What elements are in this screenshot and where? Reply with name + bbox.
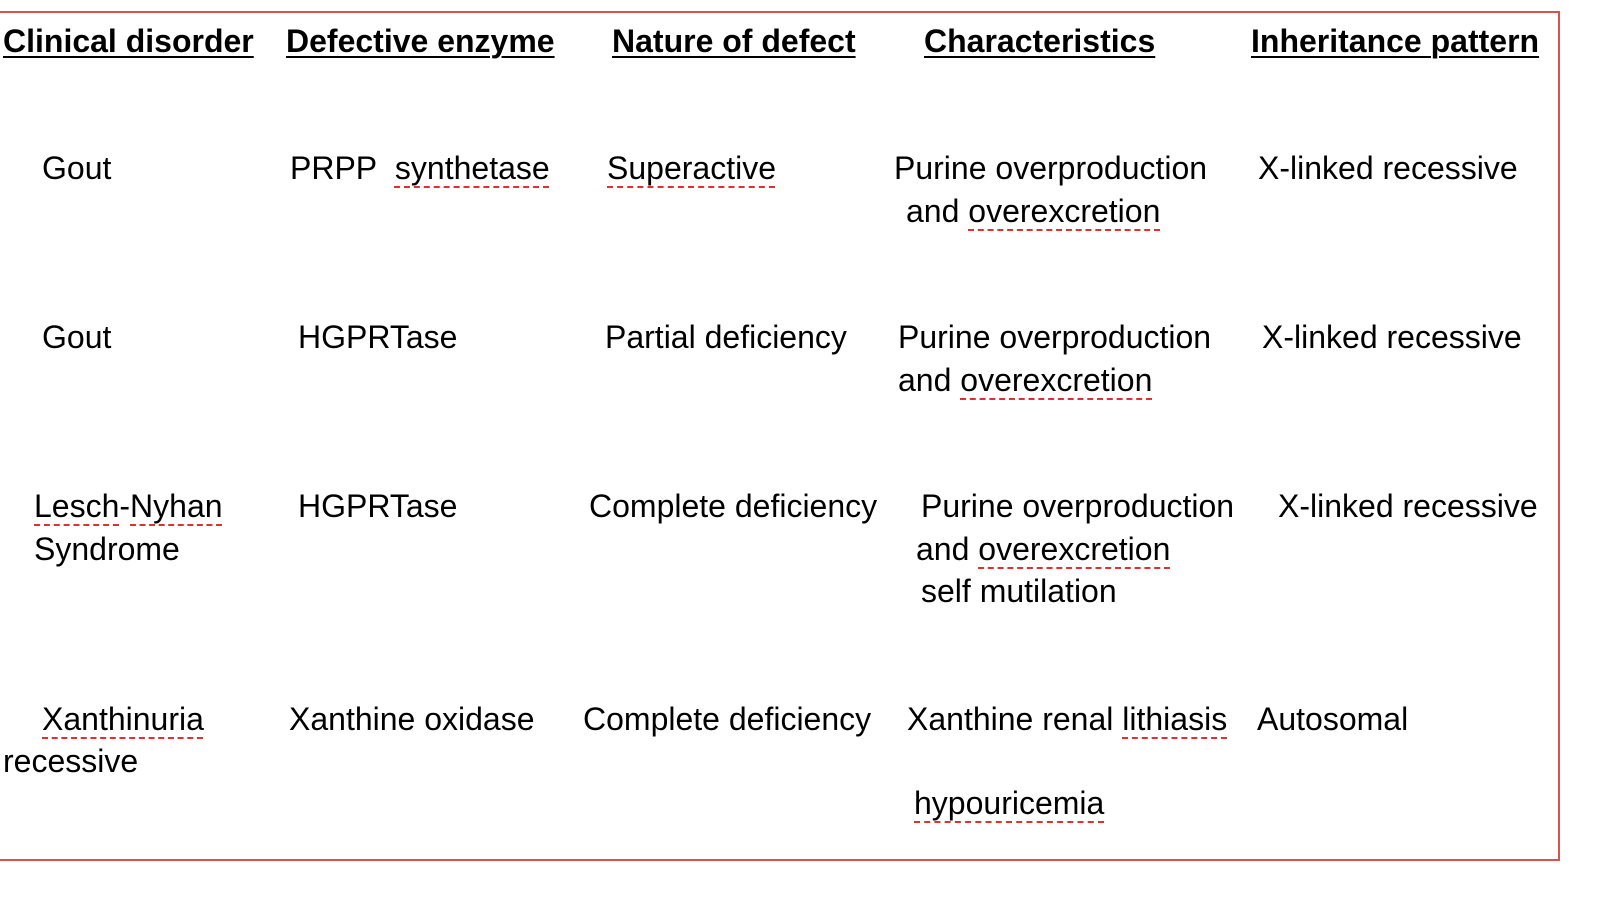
row2-disorder: Gout — [42, 319, 112, 355]
row2-characteristics-line2: and overexcretion — [898, 362, 1153, 398]
row3-disorder-line1: Lesch-Nyhan — [34, 488, 223, 524]
row4-characteristics-line2: hypouricemia — [914, 785, 1105, 821]
row4-inheritance: Autosomal — [1257, 701, 1409, 737]
row4-disorder-line1: Xanthinuria — [42, 701, 204, 737]
row3-characteristics-line1: Purine overproduction — [921, 488, 1235, 524]
row2-defect: Partial deficiency — [605, 319, 847, 355]
row3-disorder-line2: Syndrome — [34, 531, 180, 567]
row4-defect: Complete deficiency — [583, 701, 872, 737]
row1-defect: Superactive — [607, 150, 776, 186]
row3-characteristics-line2: and overexcretion — [916, 531, 1171, 567]
row4-disorder-line2: recessive — [3, 743, 139, 779]
row1-characteristics-line2: and overexcretion — [906, 193, 1161, 229]
row2-inheritance: X-linked recessive — [1262, 319, 1522, 355]
table-frame — [0, 11, 1560, 861]
header-defective-enzyme: Defective enzyme — [286, 23, 555, 59]
row4-enzyme: Xanthine oxidase — [289, 701, 535, 737]
header-clinical-disorder: Clinical disorder — [3, 23, 254, 59]
row1-characteristics-line1: Purine overproduction — [894, 150, 1208, 186]
header-characteristics: Characteristics — [924, 23, 1156, 59]
row1-inheritance: X-linked recessive — [1258, 150, 1518, 186]
row2-characteristics-line1: Purine overproduction — [898, 319, 1212, 355]
header-inheritance-pattern: Inheritance pattern — [1251, 23, 1540, 59]
row2-enzyme: HGPRTase — [298, 319, 458, 355]
row1-disorder: Gout — [42, 150, 112, 186]
row3-characteristics-line3: self mutilation — [921, 573, 1117, 609]
row4-characteristics-line1: Xanthine renal lithiasis — [907, 701, 1228, 737]
header-nature-of-defect: Nature of defect — [612, 23, 856, 59]
row1-enzyme: PRPP synthetase — [290, 150, 550, 186]
row3-inheritance: X-linked recessive — [1278, 488, 1538, 524]
row3-defect: Complete deficiency — [589, 488, 878, 524]
row3-enzyme: HGPRTase — [298, 488, 458, 524]
